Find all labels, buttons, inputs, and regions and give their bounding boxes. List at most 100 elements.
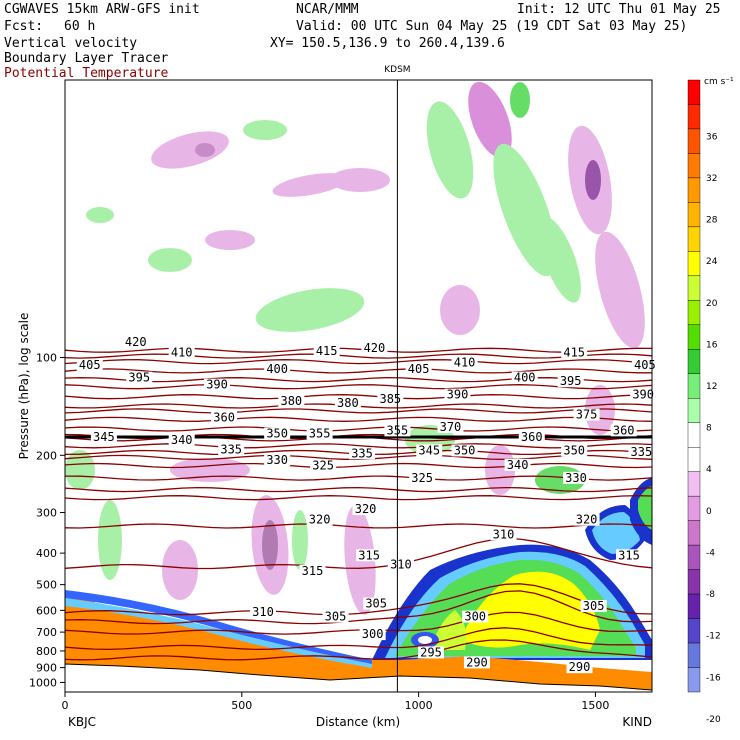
colorbar-swatch: [687, 373, 701, 399]
theta-label-bg: [628, 445, 655, 458]
convective-dome: [592, 512, 640, 554]
theta-label: 405: [79, 358, 101, 372]
theta-label: 335: [220, 443, 242, 457]
colorbar-label: 32: [706, 174, 717, 184]
model-title: CGWAVES 15km ARW-GFS init: [4, 2, 200, 17]
colorbar-label: 4: [706, 465, 712, 475]
colorbar-swatch: [687, 618, 701, 644]
velocity-blob: [262, 520, 278, 570]
velocity-blob: [205, 230, 255, 250]
right-station-label: KIND: [622, 715, 652, 729]
theta-contour-line: [65, 495, 652, 501]
theta-label: 300: [464, 610, 486, 624]
theta-label: 320: [355, 502, 377, 516]
y-tick-label: 100: [36, 351, 57, 364]
theta-label: 340: [507, 458, 529, 472]
theta-label: 370: [440, 420, 462, 434]
theta-label-bg: [377, 392, 404, 405]
theta-label: 400: [514, 371, 536, 385]
theta-contour-line: [65, 347, 652, 353]
cross-section-endpoints: XY= 150.5,136.9 to 260.4,139.6: [270, 36, 505, 51]
theta-label-bg: [211, 411, 238, 424]
theta-contour-line: [65, 443, 652, 449]
theta-label: 330: [266, 453, 288, 467]
velocity-blob: [292, 510, 308, 570]
colorbar-units: cm s⁻¹: [704, 77, 734, 87]
theta-label-bg: [451, 444, 478, 457]
theta-label: 420: [125, 335, 147, 349]
theta-label: 400: [266, 362, 288, 376]
velocity-blob: [330, 168, 390, 192]
axes: 0 500 1000 15001002003004005006007008009001…: [29, 351, 609, 712]
theta-label-bg: [463, 656, 490, 669]
theta-label-bg: [334, 396, 361, 409]
theta-label-bg: [518, 430, 545, 443]
theta-label: 300: [362, 627, 384, 641]
forecast-hour: 60 h: [64, 19, 96, 34]
velocity-blob: [195, 143, 215, 157]
colorbar-swatch: [687, 349, 701, 374]
theta-label: 315: [618, 548, 640, 562]
velocity-blob: [595, 231, 645, 349]
theta-label-bg: [299, 564, 326, 577]
theta-label-bg: [306, 513, 333, 526]
theta-label-bg: [122, 336, 149, 349]
velocity-blob: [162, 540, 198, 600]
theta-label-bg: [462, 610, 489, 623]
field-potential-temperature: Potential Temperature: [4, 66, 169, 81]
theta-label-bg: [504, 458, 531, 471]
theta-label: 410: [171, 346, 193, 360]
theta-label: 405: [634, 358, 656, 372]
theta-label-bg: [310, 459, 337, 472]
convective-dome: [460, 571, 600, 650]
init-time: Init: 12 UTC Thu 01 May 25: [517, 2, 721, 17]
theta-label-bg: [126, 371, 153, 384]
velocity-blob: [440, 285, 480, 335]
theta-label-bg: [352, 503, 379, 516]
theta-label: 390: [632, 388, 654, 402]
theta-label-bg: [573, 513, 600, 526]
theta-contour-line: [65, 408, 652, 414]
theta-contour-line: [65, 537, 652, 570]
convective-dome: [418, 636, 432, 644]
theta-label: 305: [583, 599, 605, 613]
colorbar-label: -12: [706, 632, 721, 642]
y-tick-label: 200: [36, 449, 57, 462]
theta-label: 330: [565, 471, 587, 485]
theta-label-bg: [387, 558, 414, 571]
velocity-blob: [585, 160, 601, 200]
theta-label-bg: [168, 433, 195, 446]
theta-label-bg: [416, 444, 443, 457]
org-label: NCAR/MMM: [296, 2, 359, 17]
colorbar-swatch: [687, 202, 701, 228]
theta-label: 385: [379, 392, 401, 406]
colorbar-swatch: [687, 447, 701, 472]
y-tick-label: 500: [36, 579, 57, 592]
colorbar-swatch: [687, 544, 701, 570]
velocity-blob: [86, 207, 114, 223]
theta-label: 360: [613, 423, 635, 437]
theta-label: 415: [563, 346, 585, 360]
colorbar-swatch: [687, 79, 701, 105]
y-tick-label: 300: [36, 507, 57, 520]
colorbar-swatch: [687, 251, 701, 277]
x-tick-label: 500: [231, 699, 252, 712]
velocity-blob: [468, 81, 512, 159]
y-tick-label: 600: [36, 604, 57, 617]
colorbar-label: 24: [706, 257, 718, 267]
theta-label-bg: [557, 375, 584, 388]
theta-label-bg: [361, 342, 388, 355]
vertical-velocity-field: [65, 81, 652, 692]
theta-label: 395: [128, 371, 150, 385]
theta-label-bg: [417, 646, 444, 659]
theta-label-bg: [573, 408, 600, 421]
theta-label-bg: [250, 605, 277, 618]
colorbar-swatch: [687, 128, 701, 154]
theta-label: 395: [560, 374, 582, 388]
colorbar-label: 36: [706, 132, 718, 142]
theta-contour-line: [65, 639, 652, 661]
theta-label-bg: [631, 359, 658, 372]
theta-label: 325: [312, 458, 334, 472]
theta-label: 310: [252, 605, 274, 619]
theta-label-bg: [580, 599, 607, 612]
